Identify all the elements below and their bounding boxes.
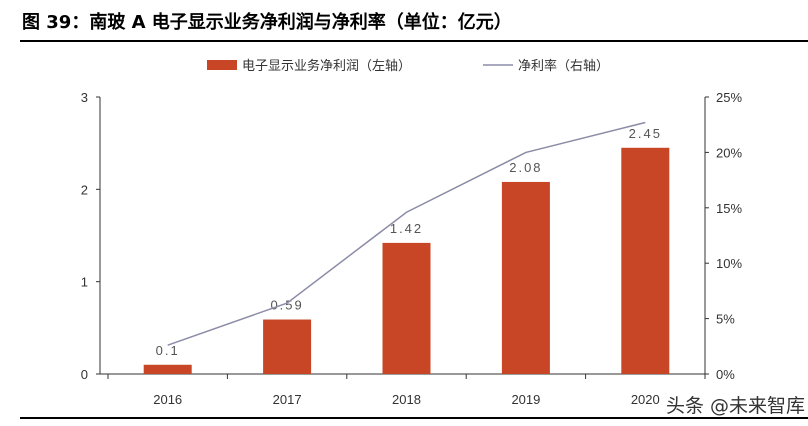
x-tick-label: 2019 bbox=[511, 392, 540, 407]
left-tick-label: 1 bbox=[81, 275, 88, 290]
bar-data-label: 2.45 bbox=[629, 126, 662, 141]
bottom-divider bbox=[20, 417, 808, 419]
left-tick-label: 0 bbox=[81, 367, 88, 382]
bar-2020 bbox=[621, 147, 670, 374]
x-tick-label: 2020 bbox=[631, 392, 660, 407]
x-tick-label: 2017 bbox=[273, 392, 302, 407]
watermark: 头条 @未来智库 bbox=[666, 395, 806, 417]
x-tick-label: 2016 bbox=[153, 392, 182, 407]
right-tick-label: 25% bbox=[716, 90, 742, 105]
bar-2019 bbox=[501, 181, 550, 374]
left-tick-label: 2 bbox=[81, 182, 88, 197]
legend-bar-swatch bbox=[207, 60, 237, 70]
figure-title: 图 39：南玻 A 电子显示业务净利润与净利率（单位：亿元） bbox=[22, 12, 512, 33]
legend-line-label: 净利率（右轴） bbox=[518, 58, 609, 73]
right-tick-label: 15% bbox=[716, 201, 742, 216]
bar-2018 bbox=[382, 242, 431, 374]
right-tick-label: 0% bbox=[716, 367, 735, 382]
bar-data-label: 2.08 bbox=[509, 160, 542, 175]
left-tick-label: 3 bbox=[81, 90, 88, 105]
x-tick-label: 2018 bbox=[392, 392, 421, 407]
bar-2016 bbox=[143, 364, 192, 374]
legend-bar-label: 电子显示业务净利润（左轴） bbox=[242, 58, 411, 73]
bar-data-label: 0.1 bbox=[156, 343, 180, 358]
bar-2017 bbox=[263, 319, 312, 374]
bar-data-label: 0.59 bbox=[270, 298, 303, 313]
right-tick-label: 5% bbox=[716, 312, 735, 327]
right-tick-label: 10% bbox=[716, 256, 742, 271]
bar-data-label: 1.42 bbox=[390, 221, 423, 236]
right-tick-label: 20% bbox=[716, 145, 742, 160]
title-divider bbox=[20, 40, 808, 42]
